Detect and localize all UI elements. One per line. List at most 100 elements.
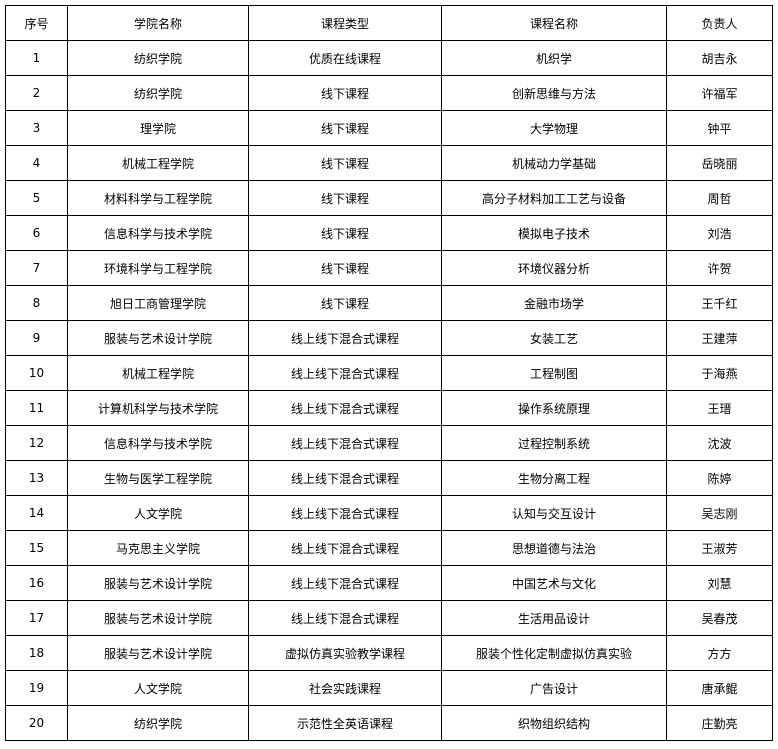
course-type-cell: 优质在线课程	[248, 40, 442, 76]
course-name-cell: 模拟电子技术	[441, 215, 667, 251]
index-cell: 2	[5, 75, 68, 111]
index-cell: 12	[5, 425, 68, 461]
header-row: 序号 学院名称 课程类型 课程名称 负责人	[5, 5, 773, 41]
index-cell: 14	[5, 495, 68, 531]
table-row: 13 生物与医学工程学院 线上线下混合式课程 生物分离工程 陈婷	[5, 460, 773, 496]
lead-cell: 岳晓丽	[666, 145, 773, 181]
table-row: 2 纺织学院 线下课程 创新思维与方法 许福军	[5, 75, 773, 111]
table-row: 16 服装与艺术设计学院 线上线下混合式课程 中国艺术与文化 刘慧	[5, 565, 773, 601]
table-row: 19 人文学院 社会实践课程 广告设计 唐承鲲	[5, 670, 773, 706]
course-type-cell: 线上线下混合式课程	[248, 460, 442, 496]
table-row: 4 机械工程学院 线下课程 机械动力学基础 岳晓丽	[5, 145, 773, 181]
college-cell: 人文学院	[67, 495, 249, 531]
course-table: 序号 学院名称 课程类型 课程名称 负责人 1 纺织学院 优质在线课程 机织学 胡吉永 2 纺织学院…	[5, 5, 773, 741]
index-cell: 17	[5, 600, 68, 636]
course-name-cell: 生物分离工程	[441, 460, 667, 496]
index-cell: 20	[5, 705, 68, 741]
table-row: 14 人文学院 线上线下混合式课程 认知与交互设计 吴志刚	[5, 495, 773, 531]
lead-cell: 唐承鲲	[666, 670, 773, 706]
college-cell: 服装与艺术设计学院	[67, 600, 249, 636]
course-name-cell: 工程制图	[441, 355, 667, 391]
college-cell: 机械工程学院	[67, 145, 249, 181]
course-name-cell: 认知与交互设计	[441, 495, 667, 531]
table-row: 11 计算机科学与技术学院 线上线下混合式课程 操作系统原理 王瑨	[5, 390, 773, 426]
table-row: 8 旭日工商管理学院 线下课程 金融市场学 王千红	[5, 285, 773, 321]
header-course-name: 课程名称	[441, 5, 667, 41]
course-name-cell: 织物组织结构	[441, 705, 667, 741]
table-row: 15 马克思主义学院 线上线下混合式课程 思想道德与法治 王淑芳	[5, 530, 773, 566]
table-row: 17 服装与艺术设计学院 线上线下混合式课程 生活用品设计 吴春茂	[5, 600, 773, 636]
course-type-cell: 线上线下混合式课程	[248, 495, 442, 531]
lead-cell: 钟平	[666, 110, 773, 146]
table-row: 20 纺织学院 示范性全英语课程 织物组织结构 庄勤亮	[5, 705, 773, 741]
index-cell: 11	[5, 390, 68, 426]
lead-cell: 沈波	[666, 425, 773, 461]
college-cell: 信息科学与技术学院	[67, 425, 249, 461]
college-cell: 服装与艺术设计学院	[67, 565, 249, 601]
college-cell: 人文学院	[67, 670, 249, 706]
course-name-cell: 金融市场学	[441, 285, 667, 321]
lead-cell: 周哲	[666, 180, 773, 216]
college-cell: 计算机科学与技术学院	[67, 390, 249, 426]
college-cell: 机械工程学院	[67, 355, 249, 391]
course-name-cell: 操作系统原理	[441, 390, 667, 426]
table-row: 18 服装与艺术设计学院 虚拟仿真实验教学课程 服装个性化定制虚拟仿真实验 方方	[5, 635, 773, 671]
college-cell: 旭日工商管理学院	[67, 285, 249, 321]
course-type-cell: 线下课程	[248, 110, 442, 146]
table-row: 1 纺织学院 优质在线课程 机织学 胡吉永	[5, 40, 773, 76]
lead-cell: 于海燕	[666, 355, 773, 391]
college-cell: 环境科学与工程学院	[67, 250, 249, 286]
course-name-cell: 中国艺术与文化	[441, 565, 667, 601]
course-type-cell: 社会实践课程	[248, 670, 442, 706]
table-row: 3 理学院 线下课程 大学物理 钟平	[5, 110, 773, 146]
lead-cell: 吴春茂	[666, 600, 773, 636]
index-cell: 9	[5, 320, 68, 356]
index-cell: 18	[5, 635, 68, 671]
lead-cell: 刘浩	[666, 215, 773, 251]
course-type-cell: 线上线下混合式课程	[248, 565, 442, 601]
course-name-cell: 女装工艺	[441, 320, 667, 356]
index-cell: 10	[5, 355, 68, 391]
lead-cell: 陈婷	[666, 460, 773, 496]
course-name-cell: 服装个性化定制虚拟仿真实验	[441, 635, 667, 671]
course-type-cell: 线上线下混合式课程	[248, 355, 442, 391]
table-row: 10 机械工程学院 线上线下混合式课程 工程制图 于海燕	[5, 355, 773, 391]
course-type-cell: 示范性全英语课程	[248, 705, 442, 741]
index-cell: 16	[5, 565, 68, 601]
index-cell: 13	[5, 460, 68, 496]
index-cell: 3	[5, 110, 68, 146]
index-cell: 7	[5, 250, 68, 286]
course-name-cell: 生活用品设计	[441, 600, 667, 636]
course-type-cell: 线上线下混合式课程	[248, 320, 442, 356]
header-course-type: 课程类型	[248, 5, 442, 41]
college-cell: 纺织学院	[67, 40, 249, 76]
index-cell: 4	[5, 145, 68, 181]
course-type-cell: 线下课程	[248, 285, 442, 321]
college-cell: 服装与艺术设计学院	[67, 320, 249, 356]
index-cell: 19	[5, 670, 68, 706]
course-type-cell: 线下课程	[248, 215, 442, 251]
course-name-cell: 广告设计	[441, 670, 667, 706]
course-name-cell: 大学物理	[441, 110, 667, 146]
college-cell: 服装与艺术设计学院	[67, 635, 249, 671]
college-cell: 纺织学院	[67, 705, 249, 741]
header-college: 学院名称	[67, 5, 249, 41]
college-cell: 理学院	[67, 110, 249, 146]
index-cell: 5	[5, 180, 68, 216]
lead-cell: 胡吉永	[666, 40, 773, 76]
course-name-cell: 高分子材料加工工艺与设备	[441, 180, 667, 216]
course-type-cell: 线上线下混合式课程	[248, 530, 442, 566]
header-lead: 负责人	[666, 5, 773, 41]
college-cell: 纺织学院	[67, 75, 249, 111]
lead-cell: 吴志刚	[666, 495, 773, 531]
index-cell: 1	[5, 40, 68, 76]
index-cell: 15	[5, 530, 68, 566]
table-row: 5 材料科学与工程学院 线下课程 高分子材料加工工艺与设备 周哲	[5, 180, 773, 216]
course-name-cell: 创新思维与方法	[441, 75, 667, 111]
course-name-cell: 环境仪器分析	[441, 250, 667, 286]
course-name-cell: 机织学	[441, 40, 667, 76]
index-cell: 8	[5, 285, 68, 321]
lead-cell: 王千红	[666, 285, 773, 321]
table-row: 6 信息科学与技术学院 线下课程 模拟电子技术 刘浩	[5, 215, 773, 251]
header-index: 序号	[5, 5, 68, 41]
